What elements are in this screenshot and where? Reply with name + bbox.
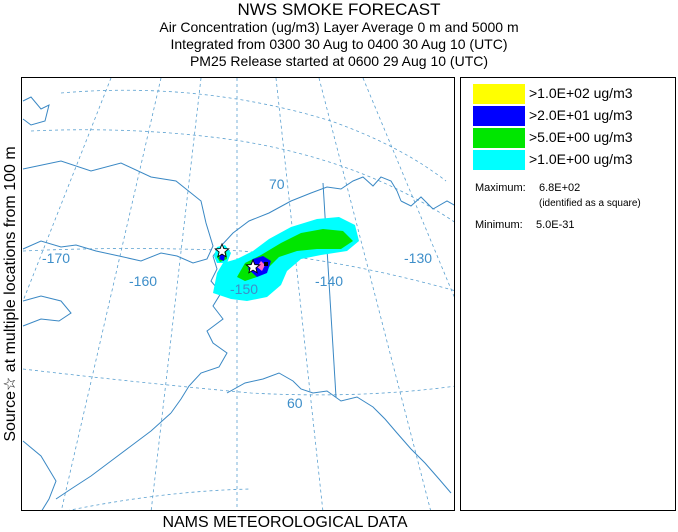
legend-label-5: >5.0E+00 ug/m3 [529, 129, 633, 145]
maximum-note: (identified as a square) [539, 198, 641, 209]
lon-line-120 [362, 78, 454, 298]
lon-line-130 [318, 78, 431, 510]
release-start: PM25 Release started at 0600 29 Aug 10 (… [189, 53, 489, 69]
map-canvas: -170 -160 -150 -140 -130 70 60 [22, 78, 454, 510]
lon-line-160 [150, 78, 202, 510]
source-label-text: Source☆ at multiple locations from 100 m [2, 146, 19, 442]
lat-line-55 [68, 488, 252, 510]
alaska-west-coast [170, 255, 228, 414]
integration-period: Integrated from 0300 30 Aug to 0400 30 A… [170, 36, 508, 52]
latitude-lines [22, 89, 454, 510]
aleutian-chain [55, 412, 172, 500]
alaska-south-coast [226, 372, 452, 494]
legend-label-1: >1.0E+00 ug/m3 [529, 151, 633, 167]
plume-pink-core [257, 261, 265, 271]
maximum-label: Maximum: [475, 182, 526, 194]
source-star-west [214, 242, 230, 258]
lat-line-75 [60, 89, 447, 182]
minimum-value: 5.0E-31 [536, 219, 575, 231]
maximum-value: 6.8E+02 [539, 182, 581, 194]
legend-swatch-cyan [473, 150, 525, 170]
chukotka-peninsula [22, 295, 72, 327]
lon-label-130: -130 [404, 250, 432, 266]
smoke-map: -170 -160 -150 -140 -130 70 60 [21, 77, 455, 511]
siberia-coast [22, 160, 214, 264]
maximum-square [264, 262, 268, 266]
lon-line-180 [22, 78, 112, 302]
lon-label-140: -140 [315, 273, 343, 289]
alaska-north-coast [212, 176, 402, 257]
legend-swatch-yellow [473, 84, 525, 104]
legend-label-20: >2.0E+01 ug/m3 [529, 107, 633, 123]
source-side-label: Source☆ at multiple locations from 100 m [0, 78, 20, 510]
canada-arctic-coast [400, 196, 454, 210]
lat-line-70 [30, 129, 454, 223]
longitude-lines [22, 78, 454, 510]
arctic-island-coast [22, 96, 50, 126]
minimum-label: Minimum: [475, 219, 523, 231]
legend-swatch-blue [473, 106, 525, 126]
kamchatka-coast [22, 440, 57, 510]
source-star-east [245, 258, 261, 274]
concentration-legend: >1.0E+02 ug/m3 >2.0E+01 ug/m3 >5.0E+00 u… [460, 77, 676, 511]
lon-label-150: -150 [230, 281, 258, 297]
canada-border [322, 182, 337, 398]
met-data-footer: NAMS METEOROLOGICAL DATA [162, 514, 408, 531]
lat-label-60: 60 [287, 395, 303, 411]
source-markers [214, 242, 261, 274]
lat-label-70: 70 [269, 176, 285, 192]
lon-label-160: -160 [129, 273, 157, 289]
coastlines [22, 96, 454, 510]
legend-label-100: >1.0E+02 ug/m3 [529, 85, 633, 101]
legend-swatch-green [473, 128, 525, 148]
lon-line-170 [61, 78, 162, 510]
concentration-subtitle: Air Concentration (ug/m3) Layer Average … [159, 19, 519, 35]
lon-label-170: -170 [42, 250, 70, 266]
lon-line-140 [275, 78, 324, 510]
lat-line-60 [22, 368, 454, 396]
forecast-title: NWS SMOKE FORECAST [237, 0, 441, 19]
